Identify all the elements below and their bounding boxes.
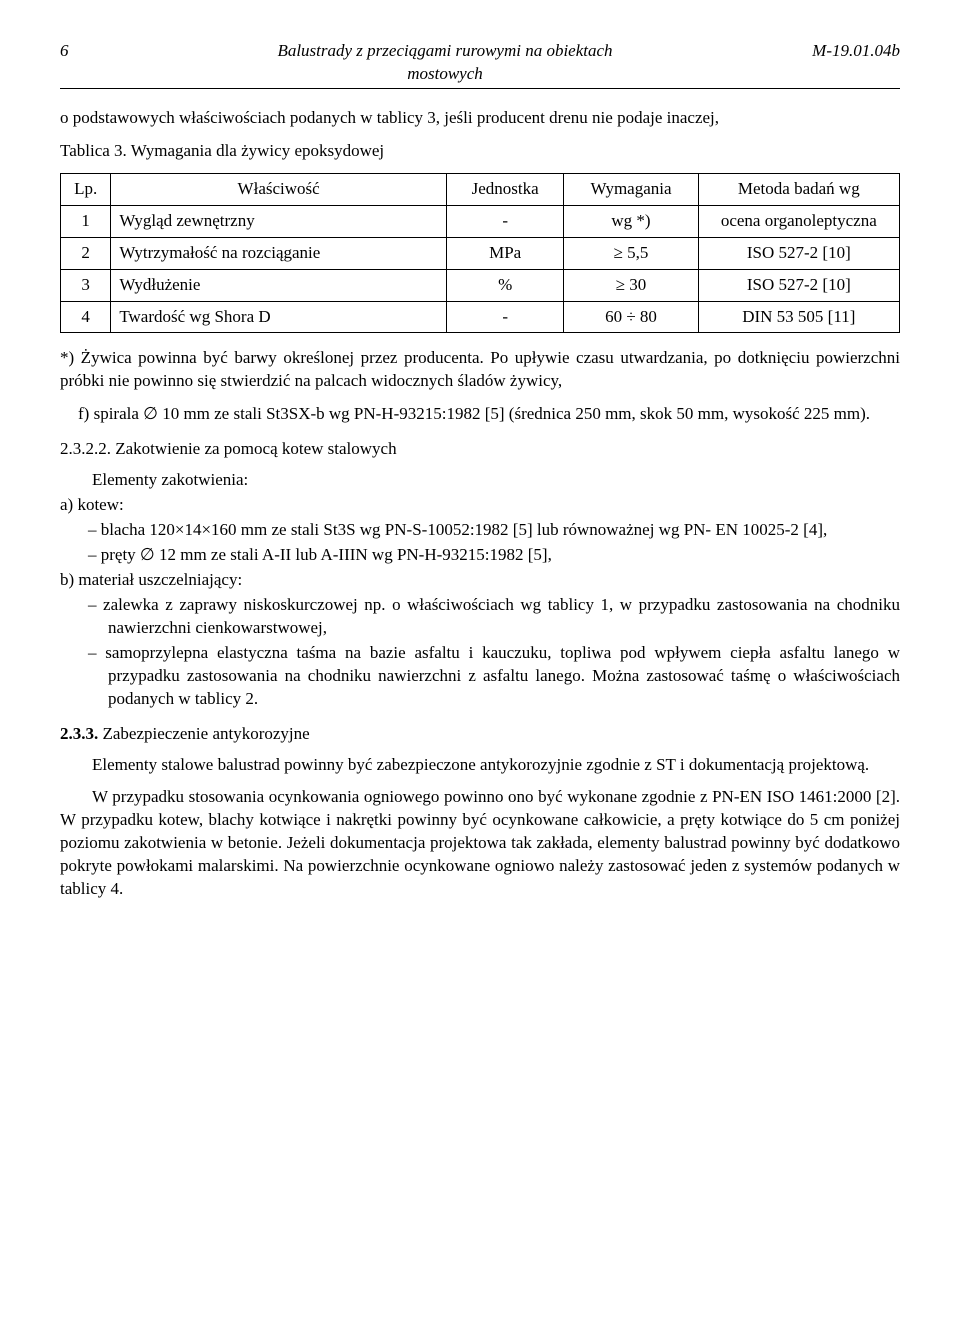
table-row: 1Wygląd zewnętrzny-wg *)ocena organolept… [61,205,900,237]
table-cell: DIN 53 505 [11] [698,301,899,333]
section-2-3-3-para1: Elementy stalowe balustrad powinny być z… [60,754,900,777]
doc-title: Balustrady z przeciągami rurowymi na obi… [90,40,800,86]
table-cell: 2 [61,237,111,269]
table-cell: Wydłużenie [111,269,447,301]
table-cell: ISO 527-2 [10] [698,269,899,301]
table-row: 3Wydłużenie%≥ 30ISO 527-2 [10] [61,269,900,301]
table-cell: - [446,301,563,333]
table-cell: Twardość wg Shora D [111,301,447,333]
table-column-header: Lp. [61,173,111,205]
item-b-label: b) materiał uszczelniający: [60,569,900,592]
table-cell: wg *) [564,205,698,237]
dash-list-item: – zalewka z zaprawy niskoskurczowej np. … [108,594,900,640]
dash-list-item: – samoprzylepna elastyczna taśma na bazi… [108,642,900,711]
section-2-3-2-2-title: 2.3.2.2. Zakotwienie za pomocą kotew sta… [60,438,900,461]
section-2-3-3-number: 2.3.3. [60,724,98,743]
table-row: 4Twardość wg Shora D-60 ÷ 80DIN 53 505 [… [61,301,900,333]
table-column-header: Metoda badań wg [698,173,899,205]
table-cell: 1 [61,205,111,237]
table-cell: MPa [446,237,563,269]
table-cell: - [446,205,563,237]
table-column-header: Właściwość [111,173,447,205]
table-cell: 60 ÷ 80 [564,301,698,333]
header-divider [60,88,900,89]
page-header: 6 Balustrady z przeciągami rurowymi na o… [60,40,900,86]
item-a-label: a) kotew: [60,494,900,517]
table-cell: ≥ 30 [564,269,698,301]
list-item-f: f) spirala ∅ 10 mm ze stali St3SX-b wg P… [78,403,900,426]
table-cell: Wygląd zewnętrzny [111,205,447,237]
page-number: 6 [60,40,90,63]
intro-paragraph: o podstawowych właściwościach podanych w… [60,107,900,130]
doc-title-line2: mostowych [407,64,483,83]
section-2-3-3-label: Zabezpieczenie antykorozyjne [103,724,310,743]
section-2-3-3-title: 2.3.3. Zabezpieczenie antykorozyjne [60,723,900,746]
table-column-header: Wymagania [564,173,698,205]
table-caption: Tablica 3. Wymagania dla żywicy epoksydo… [60,140,900,163]
dash-list-item: – blacha 120×14×160 mm ze stali St3S wg … [108,519,900,542]
table-row: 2Wytrzymałość na rozciąganieMPa≥ 5,5ISO … [61,237,900,269]
table-cell: 3 [61,269,111,301]
doc-title-line1: Balustrady z przeciągami rurowymi na obi… [277,41,612,60]
table-cell: ISO 527-2 [10] [698,237,899,269]
requirements-table: Lp.WłaściwośćJednostkaWymaganiaMetoda ba… [60,173,900,334]
table-cell: % [446,269,563,301]
table-column-header: Jednostka [446,173,563,205]
table-cell: 4 [61,301,111,333]
table-cell: ocena organoleptyczna [698,205,899,237]
elements-label: Elementy zakotwienia: [60,469,900,492]
doc-code: M-19.01.04b [800,40,900,63]
table-footnote: *) Żywica powinna być barwy określonej p… [60,347,900,393]
dash-list-item: – pręty ∅ 12 mm ze stali A-II lub A-IIIN… [108,544,900,567]
table-cell: Wytrzymałość na rozciąganie [111,237,447,269]
table-cell: ≥ 5,5 [564,237,698,269]
section-2-3-3-para2: W przypadku stosowania ocynkowania ognio… [60,786,900,901]
table-header-row: Lp.WłaściwośćJednostkaWymaganiaMetoda ba… [61,173,900,205]
